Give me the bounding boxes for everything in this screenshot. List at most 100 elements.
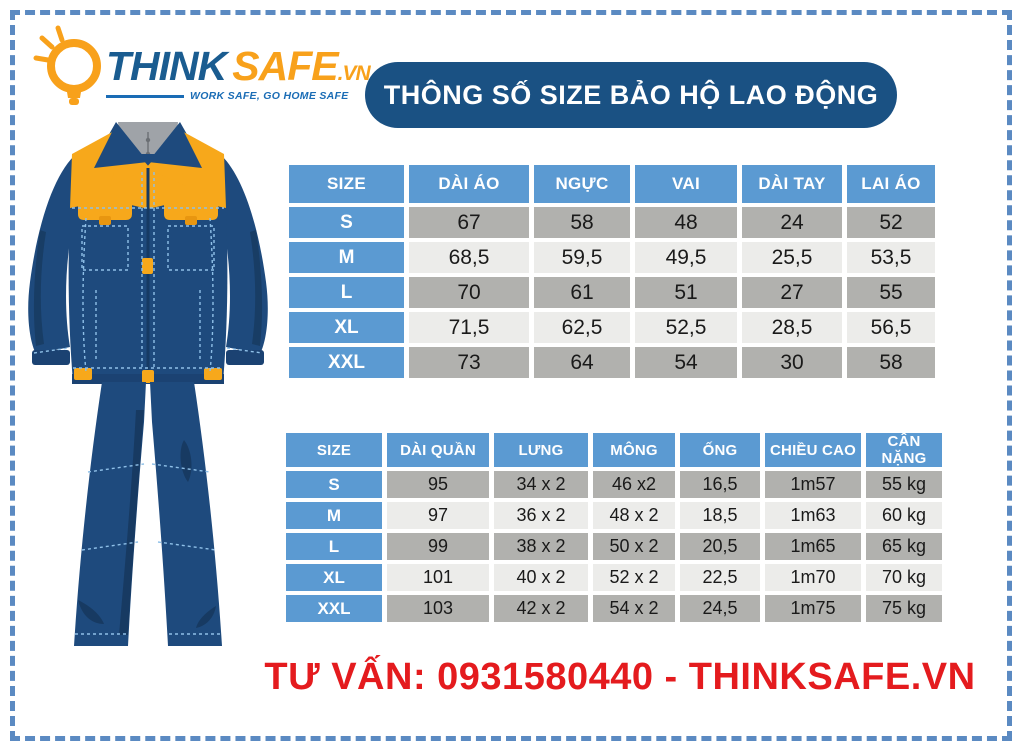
size-cell: L (289, 277, 404, 308)
value-cell: 42 x 2 (494, 595, 588, 622)
pants-header-row: SIZE DÀI QUẦN LƯNG MÔNG ỐNG CHIỀU CAO CÂ… (286, 433, 942, 467)
workwear-illustration (28, 122, 268, 646)
value-cell: 20,5 (680, 533, 760, 560)
table-row-s: S 95 34 x 2 46 x2 16,5 1m57 55 kg (286, 471, 942, 498)
value-cell: 24,5 (680, 595, 760, 622)
column-header-nguc: NGỰC (534, 165, 630, 203)
column-header-chieu-cao: CHIỀU CAO (765, 433, 861, 467)
value-cell: 1m75 (765, 595, 861, 622)
pants-stitching (75, 463, 221, 635)
table-row-l: L 99 38 x 2 50 x 2 20,5 1m65 65 kg (286, 533, 942, 560)
column-header-size: SIZE (286, 433, 382, 467)
lightbulb-icon (33, 25, 101, 105)
value-cell: 22,5 (680, 564, 760, 591)
value-cell: 24 (742, 207, 842, 238)
value-cell: 48 x 2 (593, 502, 675, 529)
value-cell: 103 (387, 595, 489, 622)
value-cell: 1m70 (765, 564, 861, 591)
contact-footer: TƯ VẤN: 0931580440 - THINKSAFE.VN (264, 656, 976, 698)
stitching (33, 172, 263, 373)
value-cell: 67 (409, 207, 529, 238)
brand-tld: .VN (337, 62, 371, 85)
value-cell: 25,5 (742, 242, 842, 273)
table-row-xl: XL 71,5 62,5 52,5 28,5 56,5 (289, 312, 935, 343)
size-cell: S (289, 207, 404, 238)
jacket-size-table: SIZE DÀI ÁO NGỰC VAI DÀI TAY LAI ÁO S 67… (284, 161, 940, 382)
column-header-lung: LƯNG (494, 433, 588, 467)
thinksafe-logo: THINK SAFE.VN WORK SAFE, GO HOME SAFE (28, 20, 371, 112)
value-cell: 53,5 (847, 242, 935, 273)
value-cell: 52,5 (635, 312, 737, 343)
value-cell: 55 (847, 277, 935, 308)
value-cell: 95 (387, 471, 489, 498)
table-row-xl: XL 101 40 x 2 52 x 2 22,5 1m70 70 kg (286, 564, 942, 591)
column-header-dai-quan: DÀI QUẦN (387, 433, 489, 467)
table-row-xxl: XXL 73 64 54 30 58 (289, 347, 935, 378)
value-cell: 51 (635, 277, 737, 308)
value-cell: 55 kg (866, 471, 942, 498)
brand-think: THINK (106, 43, 227, 89)
size-cell: L (286, 533, 382, 560)
column-header-lai-ao: LAI ÁO (847, 165, 935, 203)
size-cell: XXL (289, 347, 404, 378)
value-cell: 52 (847, 207, 935, 238)
column-header-ong: ỐNG (680, 433, 760, 467)
table-row-l: L 70 61 51 27 55 (289, 277, 935, 308)
cuff-right (226, 350, 264, 365)
tagline-rule (106, 94, 184, 98)
value-cell: 1m63 (765, 502, 861, 529)
value-cell: 36 x 2 (494, 502, 588, 529)
size-cell: S (286, 471, 382, 498)
value-cell: 65 kg (866, 533, 942, 560)
page-title: THÔNG SỐ SIZE BẢO HỘ LAO ĐỘNG (365, 62, 897, 128)
value-cell: 38 x 2 (494, 533, 588, 560)
column-header-mong: MÔNG (593, 433, 675, 467)
value-cell: 52 x 2 (593, 564, 675, 591)
value-cell: 70 (409, 277, 529, 308)
pocket-flap-left (78, 198, 132, 220)
value-cell: 49,5 (635, 242, 737, 273)
jacket-header-row: SIZE DÀI ÁO NGỰC VAI DÀI TAY LAI ÁO (289, 165, 935, 203)
size-cell: XL (289, 312, 404, 343)
value-cell: 28,5 (742, 312, 842, 343)
value-cell: 48 (635, 207, 737, 238)
zip-pull (142, 258, 153, 274)
value-cell: 68,5 (409, 242, 529, 273)
pants-size-table: SIZE DÀI QUẦN LƯNG MÔNG ỐNG CHIỀU CAO CÂ… (281, 429, 947, 626)
brand-safe: SAFE (232, 43, 338, 89)
table-row-m: M 68,5 59,5 49,5 25,5 53,5 (289, 242, 935, 273)
value-cell: 54 x 2 (593, 595, 675, 622)
value-cell: 46 x2 (593, 471, 675, 498)
table-row-m: M 97 36 x 2 48 x 2 18,5 1m63 60 kg (286, 502, 942, 529)
value-cell: 73 (409, 347, 529, 378)
column-header-can-nang: CÂN NẶNG (866, 433, 942, 467)
value-cell: 56,5 (847, 312, 935, 343)
value-cell: 50 x 2 (593, 533, 675, 560)
pocket-flap-right (164, 198, 218, 220)
value-cell: 16,5 (680, 471, 760, 498)
value-cell: 58 (847, 347, 935, 378)
brand-name: THINK SAFE.VN (106, 43, 371, 89)
value-cell: 1m65 (765, 533, 861, 560)
size-cell: M (289, 242, 404, 273)
value-cell: 97 (387, 502, 489, 529)
value-cell: 59,5 (534, 242, 630, 273)
value-cell: 99 (387, 533, 489, 560)
column-header-vai: VAI (635, 165, 737, 203)
column-header-dai-ao: DÀI ÁO (409, 165, 529, 203)
value-cell: 75 kg (866, 595, 942, 622)
value-cell: 40 x 2 (494, 564, 588, 591)
value-cell: 70 kg (866, 564, 942, 591)
value-cell: 18,5 (680, 502, 760, 529)
size-cell: XL (286, 564, 382, 591)
logo-text: THINK SAFE.VN WORK SAFE, GO HOME SAFE (106, 43, 371, 102)
value-cell: 101 (387, 564, 489, 591)
value-cell: 30 (742, 347, 842, 378)
column-header-dai-tay: DÀI TAY (742, 165, 842, 203)
size-cell: XXL (286, 595, 382, 622)
value-cell: 54 (635, 347, 737, 378)
value-cell: 1m57 (765, 471, 861, 498)
value-cell: 34 x 2 (494, 471, 588, 498)
cuff-left (32, 350, 70, 365)
size-cell: M (286, 502, 382, 529)
